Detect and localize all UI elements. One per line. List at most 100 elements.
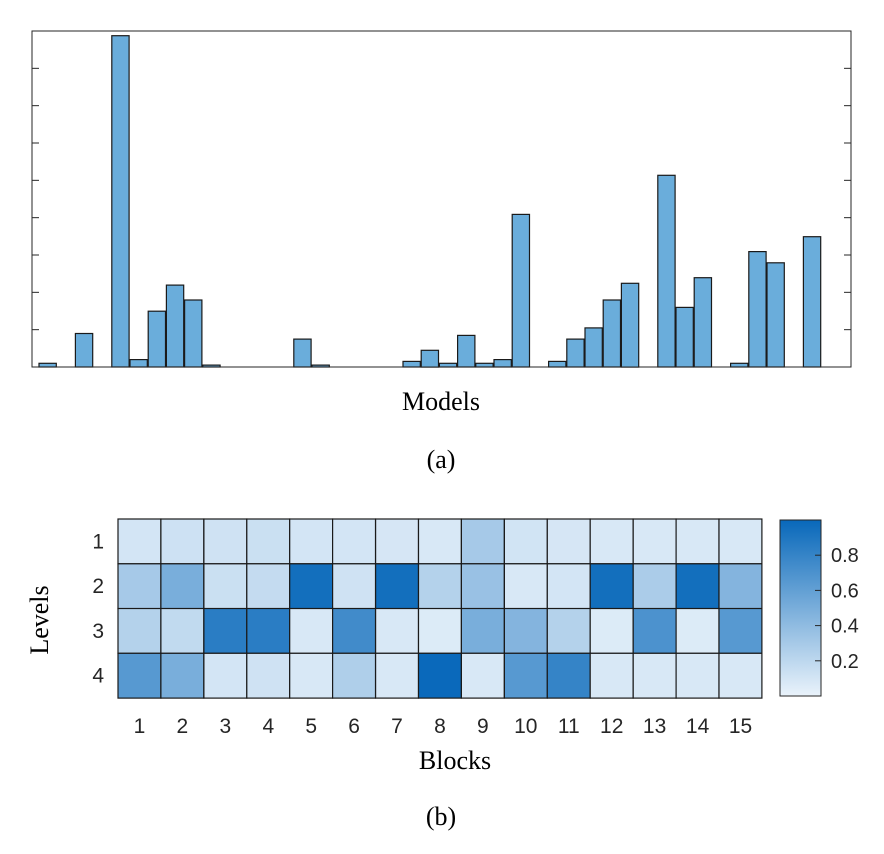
heatmap-cell [246, 607, 291, 654]
heatmap-cell [718, 652, 763, 699]
heatmap-cell [675, 518, 720, 565]
heatmap-cell [460, 607, 505, 654]
heatmap-x-tick-labels: 1 2 3 4 5 6 7 8 9 10 11 12 13 14 15 [134, 715, 753, 738]
colorbar-tick-label: 0.4 [831, 616, 859, 638]
heatmap-cell [546, 607, 591, 654]
x-tick-label: 2 [177, 715, 189, 738]
heatmap-cell [375, 652, 420, 699]
bar [438, 362, 458, 368]
bar [129, 359, 148, 368]
bar [493, 359, 512, 368]
panel-b-xlabel: Blocks [419, 746, 491, 775]
heatmap-cell [546, 563, 591, 610]
bar [748, 251, 767, 368]
heatmap-cell [632, 607, 677, 654]
y-tick-label: 2 [92, 575, 104, 598]
heatmap-cell [417, 563, 463, 610]
heatmap-cell [546, 518, 591, 565]
heatmap-cells [117, 518, 763, 699]
heatmap-cell [375, 518, 420, 565]
panel-a-bar-chart: Models (a) [31, 30, 852, 474]
heatmap-cell [289, 652, 334, 699]
x-tick-label: 7 [391, 715, 403, 738]
heatmap-cell [417, 518, 463, 565]
bar [566, 338, 585, 368]
bar [620, 282, 640, 368]
bar [38, 362, 57, 368]
heatmap-cell [503, 518, 548, 565]
heatmap-cell [203, 652, 248, 699]
heatmap-cell [675, 652, 720, 699]
x-tick-label: 4 [262, 715, 274, 738]
heatmap-cell [246, 518, 291, 565]
heatmap-cell [589, 518, 634, 565]
bar [547, 360, 567, 368]
heatmap-cell [718, 518, 763, 565]
bar [802, 236, 822, 368]
y-tick-label: 4 [92, 665, 104, 688]
heatmap-cell [117, 652, 162, 699]
bar [511, 213, 531, 368]
colorbar-tick-label: 0.8 [831, 545, 859, 567]
heatmap-cell [246, 652, 291, 699]
heatmap-cell [289, 563, 334, 610]
x-tick-label: 12 [600, 715, 623, 738]
bar [584, 327, 603, 368]
x-tick-label: 14 [686, 715, 710, 738]
bar [766, 262, 785, 368]
x-tick-label: 3 [219, 715, 231, 738]
bar [420, 349, 440, 368]
heatmap-cell [589, 607, 634, 654]
bar [657, 174, 676, 368]
x-tick-label: 9 [477, 715, 489, 738]
heatmap-cell [632, 652, 677, 699]
bar [184, 299, 203, 368]
heatmap-cell [460, 563, 505, 610]
bar [74, 332, 94, 368]
bar [602, 299, 622, 368]
x-tick-label: 13 [643, 715, 666, 738]
heatmap-cell [417, 607, 463, 654]
heatmap-cell [718, 563, 763, 610]
heatmap-cell [375, 563, 420, 610]
heatmap-cell [160, 607, 205, 654]
heatmap-cell [117, 563, 162, 610]
heatmap-cell [632, 563, 677, 610]
heatmap-cell [246, 563, 291, 610]
heatmap-cell [332, 518, 377, 565]
heatmap-cell [589, 652, 634, 699]
panel-a-y-ticks [32, 67, 851, 331]
panel-a-caption: (a) [427, 445, 456, 474]
bar [693, 277, 713, 368]
heatmap-cell [160, 563, 205, 610]
heatmap-cell [417, 652, 463, 699]
bar [402, 360, 421, 368]
heatmap-cell [460, 518, 505, 565]
colorbar-ticks: 0.2 0.4 0.6 0.8 [815, 545, 859, 673]
heatmap-cell [160, 518, 205, 565]
heatmap-cell [718, 607, 763, 654]
heatmap-cell [203, 518, 248, 565]
x-tick-label: 10 [514, 715, 537, 738]
heatmap-cell [289, 518, 334, 565]
x-tick-label: 8 [434, 715, 446, 738]
y-tick-label: 1 [92, 530, 104, 553]
heatmap-cell [503, 652, 548, 699]
heatmap-cell [289, 607, 334, 654]
bar [165, 284, 185, 368]
x-tick-label: 1 [134, 715, 146, 738]
heatmap-cell [332, 563, 377, 610]
panel-a-xlabel: Models [402, 387, 480, 416]
x-tick-label: 5 [305, 715, 317, 738]
bar [147, 310, 167, 368]
colorbar-tick-label: 0.2 [831, 651, 859, 673]
heatmap-cell [546, 652, 591, 699]
heatmap-cell [632, 518, 677, 565]
x-tick-label: 11 [558, 715, 580, 738]
heatmap-cell [589, 563, 634, 610]
x-tick-label: 6 [348, 715, 360, 738]
heatmap-cell [375, 607, 420, 654]
heatmap-cell [160, 652, 205, 699]
heatmap-cell [117, 607, 162, 654]
panel-b-caption: (b) [426, 802, 456, 831]
